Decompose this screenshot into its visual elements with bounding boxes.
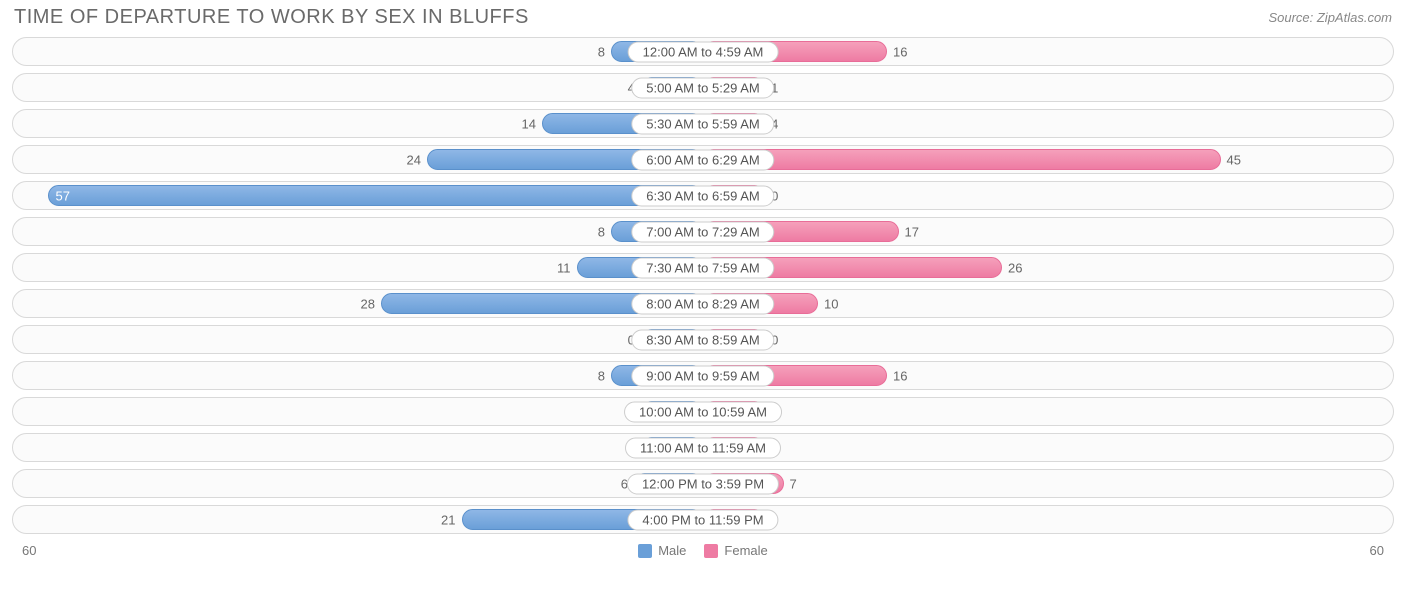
- female-value: 10: [824, 296, 838, 311]
- category-label: 7:00 AM to 7:29 AM: [631, 221, 774, 242]
- category-label: 9:00 AM to 9:59 AM: [631, 365, 774, 386]
- chart-row: 2154:00 PM to 11:59 PM: [12, 505, 1394, 534]
- legend-male-label: Male: [658, 543, 686, 558]
- chart-row: 24 45 6:00 AM to 6:29 AM: [12, 145, 1394, 174]
- female-value: 45: [1227, 152, 1241, 167]
- chart-row: 6712:00 PM to 3:59 PM: [12, 469, 1394, 498]
- male-swatch: [638, 544, 652, 558]
- legend: Male Female: [638, 543, 768, 558]
- axis-max-right: 60: [1370, 543, 1384, 558]
- chart-row: 28 10 8:00 AM to 8:29 AM: [12, 289, 1394, 318]
- category-label: 8:30 AM to 8:59 AM: [631, 329, 774, 350]
- category-label: 6:00 AM to 6:29 AM: [631, 149, 774, 170]
- category-label: 5:30 AM to 5:59 AM: [631, 113, 774, 134]
- female-value: 16: [893, 44, 907, 59]
- category-label: 6:30 AM to 6:59 AM: [631, 185, 774, 206]
- chart-row: 8 16 9:00 AM to 9:59 AM: [12, 361, 1394, 390]
- male-value: 28: [361, 296, 375, 311]
- male-value: 14: [522, 116, 536, 131]
- female-value: 7: [790, 476, 797, 491]
- male-value: 57: [48, 188, 78, 203]
- female-swatch: [704, 544, 718, 558]
- chart-footer: 60 Male Female 60: [0, 541, 1406, 558]
- chart-title: TIME OF DEPARTURE TO WORK BY SEX IN BLUF…: [14, 6, 529, 29]
- chart-row: 8 16 12:00 AM to 4:59 AM: [12, 37, 1394, 66]
- chart-row: 415:00 AM to 5:29 AM: [12, 73, 1394, 102]
- female-bar: [703, 149, 1221, 170]
- female-value: 16: [893, 368, 907, 383]
- female-value: 17: [905, 224, 919, 239]
- chart-row: 8 17 7:00 AM to 7:29 AM: [12, 217, 1394, 246]
- chart-row: 0011:00 AM to 11:59 AM: [12, 433, 1394, 462]
- chart-row: 1445:30 AM to 5:59 AM: [12, 109, 1394, 138]
- category-label: 8:00 AM to 8:29 AM: [631, 293, 774, 314]
- male-bar: [48, 185, 704, 206]
- chart-source: Source: ZipAtlas.com: [1268, 10, 1392, 25]
- legend-female-label: Female: [724, 543, 767, 558]
- male-value: 8: [598, 44, 605, 59]
- chart-row: 11 26 7:30 AM to 7:59 AM: [12, 253, 1394, 282]
- chart-row: 2210:00 AM to 10:59 AM: [12, 397, 1394, 426]
- category-label: 12:00 AM to 4:59 AM: [628, 41, 779, 62]
- chart-header: TIME OF DEPARTURE TO WORK BY SEX IN BLUF…: [0, 0, 1406, 37]
- male-value: 8: [598, 224, 605, 239]
- chart-row: 5706:30 AM to 6:59 AM: [12, 181, 1394, 210]
- category-label: 4:00 PM to 11:59 PM: [627, 509, 778, 530]
- male-value: 21: [441, 512, 455, 527]
- diverging-bar-chart: 8 16 12:00 AM to 4:59 AM 415:00 AM to 5:29 …: [0, 37, 1406, 534]
- male-value: 24: [407, 152, 421, 167]
- male-value: 11: [557, 260, 571, 275]
- category-label: 5:00 AM to 5:29 AM: [631, 77, 774, 98]
- category-label: 12:00 PM to 3:59 PM: [627, 473, 779, 494]
- legend-item-male: Male: [638, 543, 686, 558]
- female-value: 26: [1008, 260, 1022, 275]
- legend-item-female: Female: [704, 543, 767, 558]
- axis-max-left: 60: [22, 543, 36, 558]
- category-label: 11:00 AM to 11:59 AM: [625, 437, 781, 458]
- category-label: 10:00 AM to 10:59 AM: [624, 401, 782, 422]
- male-value: 8: [598, 368, 605, 383]
- category-label: 7:30 AM to 7:59 AM: [631, 257, 774, 278]
- chart-row: 008:30 AM to 8:59 AM: [12, 325, 1394, 354]
